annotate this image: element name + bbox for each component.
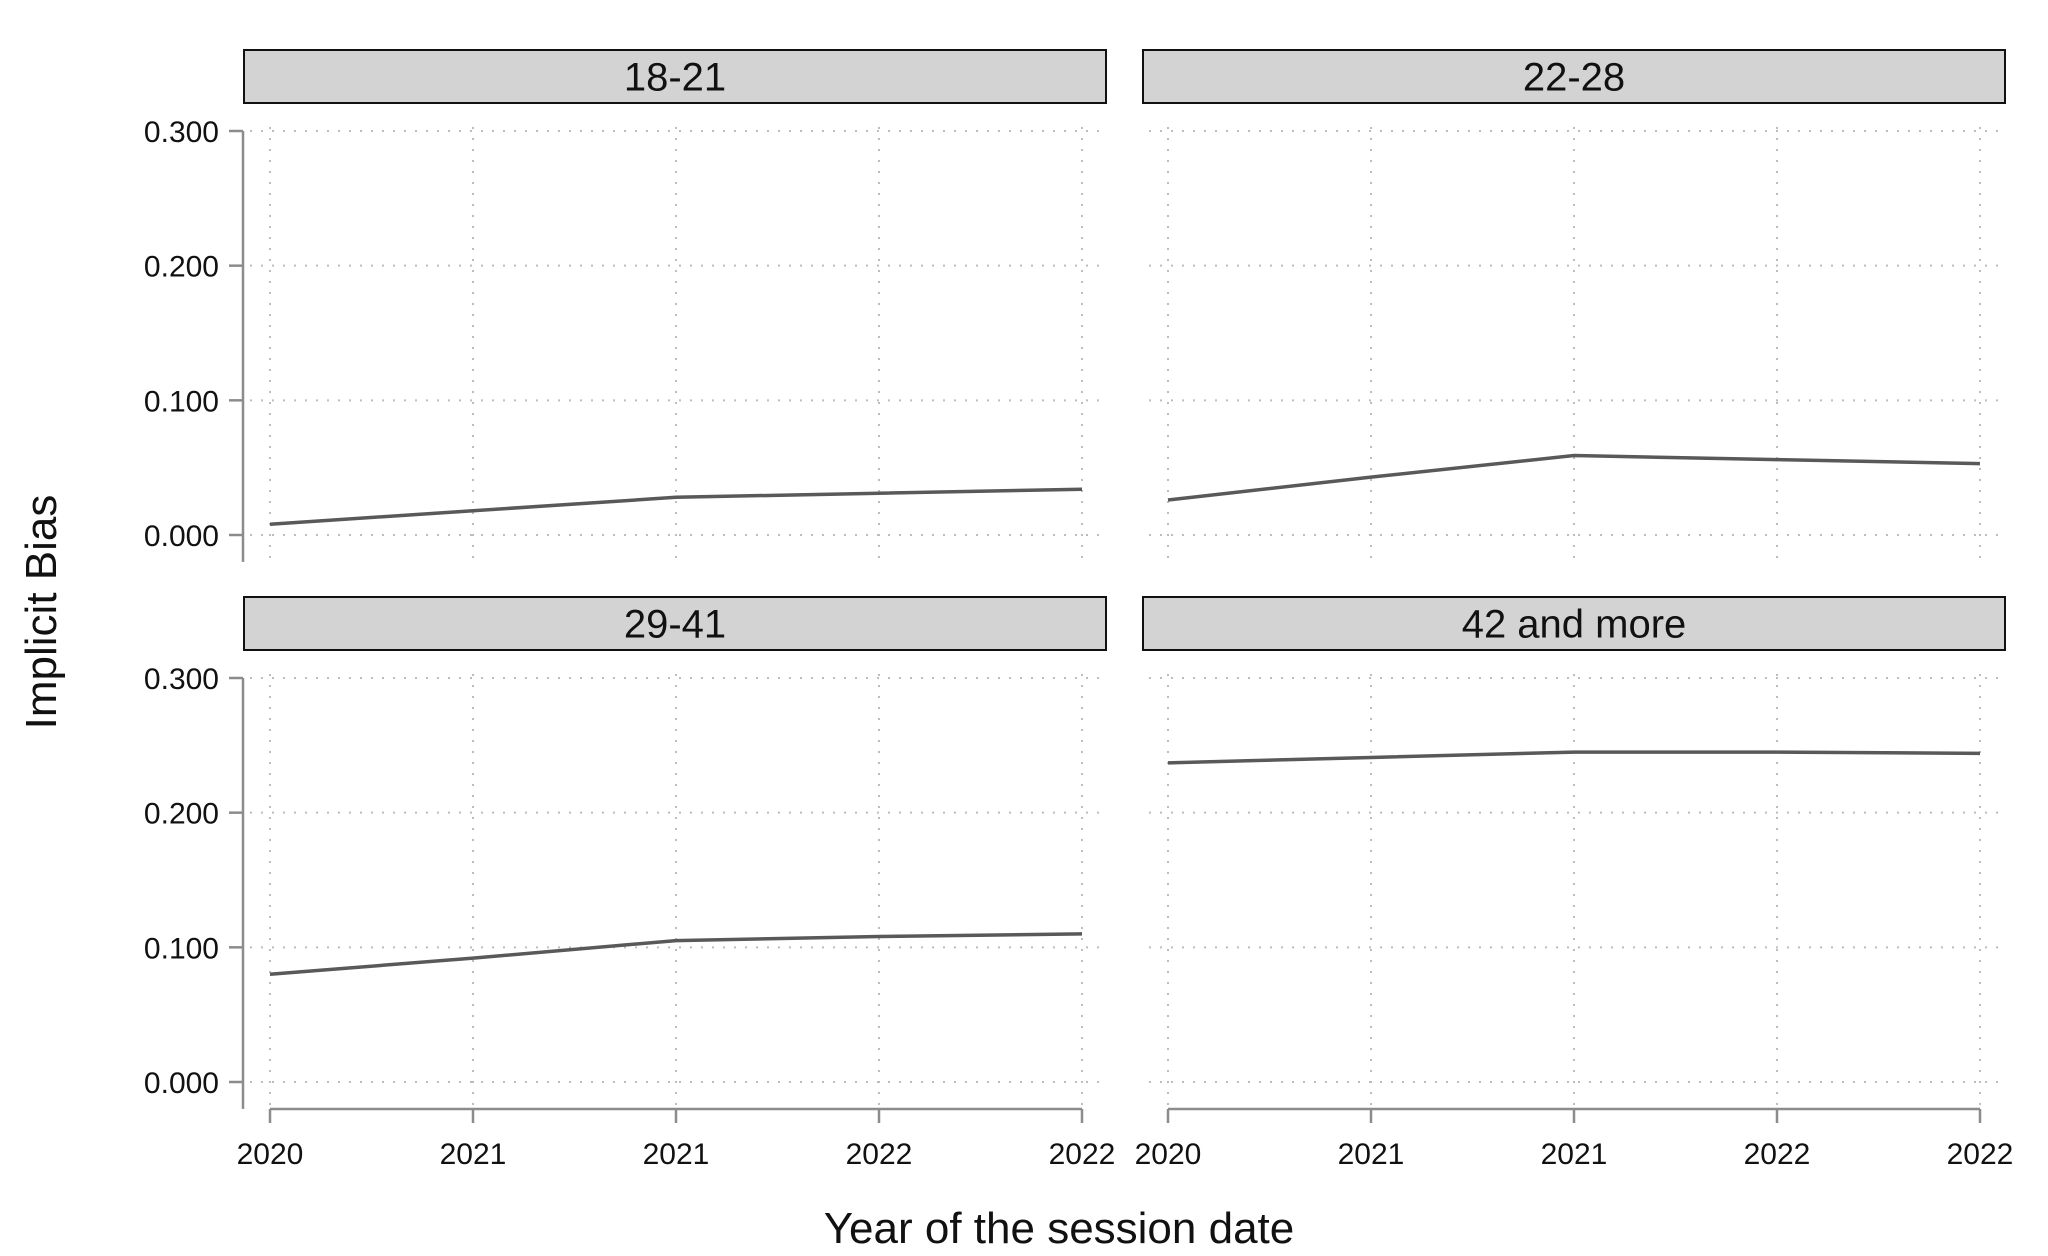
x-tick-label: 2020 xyxy=(1135,1138,1202,1171)
y-tick-label: 0.200 xyxy=(144,798,219,831)
facet-panel: 22-28 xyxy=(1142,49,2006,562)
x-tick-label: 2022 xyxy=(846,1138,913,1171)
x-tick-label: 2022 xyxy=(1947,1138,2014,1171)
facet-panel: 18-21 0.000 0.100 0.200 0.300 xyxy=(144,49,1107,562)
facet-panels: 18-21 0.000 0.100 0.200 0.300 22-28 29-41 0.000… xyxy=(144,49,2014,1171)
facet-label: 29-41 xyxy=(624,603,726,647)
series-line xyxy=(269,487,1083,526)
series-line xyxy=(269,932,1083,977)
y-tick-label: 0.100 xyxy=(144,932,219,965)
x-tick-label: 2022 xyxy=(1049,1138,1116,1171)
x-tick-label: 2020 xyxy=(237,1138,304,1171)
x-tick-label: 2021 xyxy=(643,1138,710,1171)
x-tick-label: 2021 xyxy=(440,1138,507,1171)
y-tick-label: 0.300 xyxy=(144,663,219,696)
facet-strip xyxy=(1142,596,2006,651)
facet-label: 42 and more xyxy=(1462,603,1687,647)
x-tick-label: 2022 xyxy=(1744,1138,1811,1171)
x-tick-label: 2021 xyxy=(1338,1138,1405,1171)
series-line xyxy=(1167,453,1981,502)
facet-strip xyxy=(243,49,1107,104)
facet-strip xyxy=(243,596,1107,651)
x-axis-title: Year of the session date xyxy=(824,1204,1295,1253)
facet-label: 18-21 xyxy=(624,56,726,100)
facet-panel: 42 and more 2020 2021 2021 2022 2022 xyxy=(1135,596,2014,1171)
y-tick-label: 0.000 xyxy=(144,520,219,553)
y-tick-label: 0.300 xyxy=(144,116,219,149)
facet-panel: 29-41 0.000 0.100 0.200 0.300 2020 2021 2021 202… xyxy=(144,596,1116,1171)
y-axis-title: Implicit Bias xyxy=(17,495,66,730)
y-tick-label: 0.200 xyxy=(144,251,219,284)
series-line xyxy=(1167,750,1981,765)
facet-label: 22-28 xyxy=(1523,56,1625,100)
x-tick-label: 2021 xyxy=(1541,1138,1608,1171)
y-tick-label: 0.000 xyxy=(144,1067,219,1100)
y-tick-label: 0.100 xyxy=(144,385,219,418)
facet-strip xyxy=(1142,49,2006,104)
